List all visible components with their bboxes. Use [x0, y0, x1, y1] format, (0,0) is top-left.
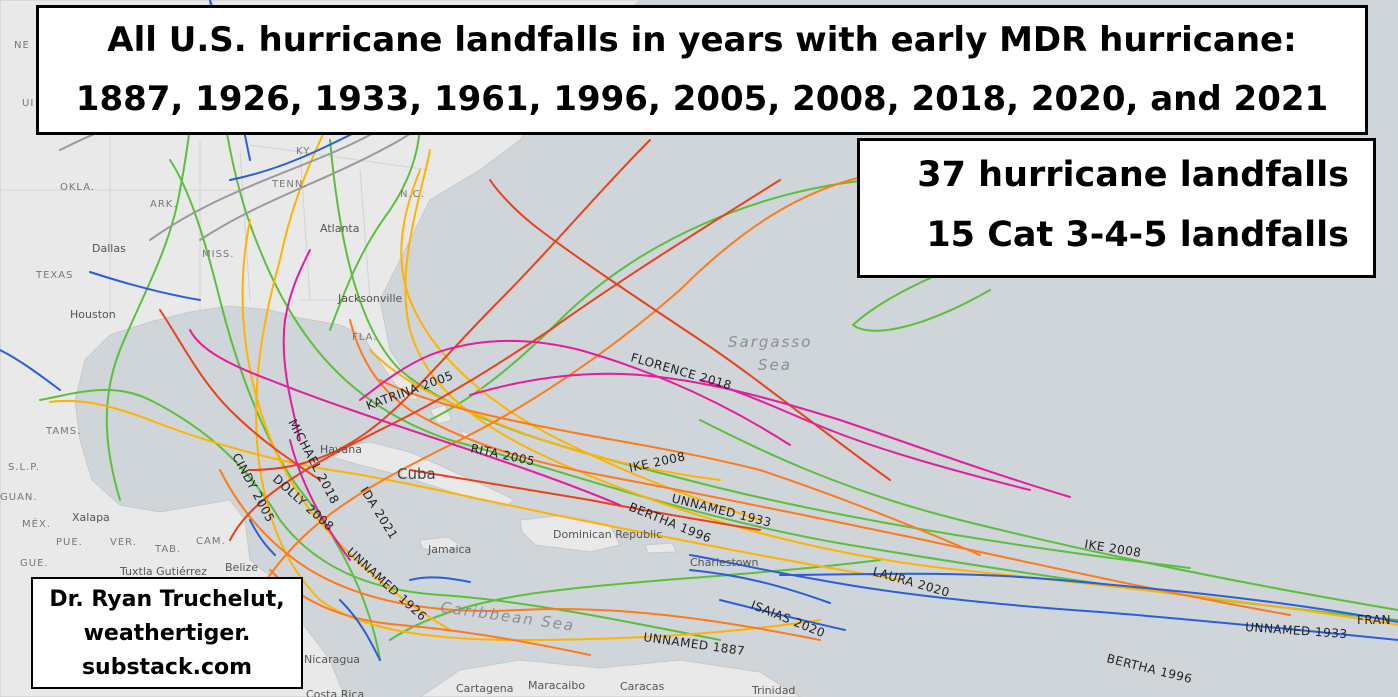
city-label: Jacksonville: [337, 292, 403, 305]
city-label: Dallas: [92, 242, 126, 255]
track-segment: [249, 139, 651, 471]
credit-line-3: substack.com: [81, 655, 253, 680]
city-label: Houston: [70, 308, 116, 321]
track-segment: [209, 0, 1398, 621]
title-line-1: All U.S. hurricane landfalls in years wi…: [107, 20, 1297, 60]
track-segment: [169, 159, 381, 661]
state-label: TAB.: [154, 544, 181, 555]
city-label: Xalapa: [72, 511, 110, 524]
track-segment: [289, 439, 351, 561]
hispaniola-land: [519, 514, 621, 553]
state-label: CAM.: [196, 536, 226, 547]
city-label: Dominican Republic: [553, 528, 662, 541]
city-label: Atlanta: [320, 222, 359, 235]
track-segment: [159, 309, 321, 481]
author-credit: Dr. Ryan Truchelut, weathertiger. substa…: [31, 577, 303, 689]
track-segment: [779, 572, 1398, 623]
track-segment: [189, 329, 621, 506]
track-segment: [689, 569, 846, 631]
city-label: Caracas: [620, 680, 664, 693]
credit-line-1: Dr. Ryan Truchelut,: [49, 587, 285, 612]
puerto-rico-land: [644, 542, 677, 554]
state-label: ARK.: [150, 199, 178, 210]
state-label: OKLA.: [60, 182, 95, 193]
city-label: Costa Rica: [306, 688, 364, 697]
track-segment: [282, 249, 311, 441]
credit-line-2: weathertiger.: [83, 621, 251, 646]
stats-box: 37 hurricane landfalls 15 Cat 3-4-5 land…: [857, 138, 1376, 278]
track-segment: [349, 319, 1291, 616]
sea-label: Sea: [758, 356, 792, 374]
state-label: MISS.: [202, 249, 234, 260]
track-segment: [255, 119, 821, 641]
title-box: All U.S. hurricane landfalls in years wi…: [36, 5, 1368, 135]
title-line-2: 1887, 1926, 1933, 1961, 1996, 2005, 2008…: [75, 79, 1329, 119]
state-label: VER.: [110, 537, 137, 548]
hurricane-tracks: [0, 0, 1398, 661]
track-segment: [699, 379, 1031, 491]
city-label: Trinidad: [751, 684, 795, 697]
track-segment: [329, 119, 421, 331]
track-segment: [689, 554, 1398, 641]
state-label: GUAN.: [0, 492, 38, 503]
track-segment: [369, 349, 721, 481]
state-label: KY.: [296, 146, 312, 157]
city-label: Charlestown: [690, 556, 759, 569]
cuba-land: [329, 441, 517, 507]
state-label: S.L.P.: [8, 462, 40, 473]
track-segment: [229, 179, 781, 541]
track-segment: [469, 372, 1071, 498]
track-segment: [219, 469, 821, 641]
state-label: N.C.: [400, 189, 425, 200]
state-label: FLA.: [352, 332, 377, 343]
south-america-land: [419, 659, 801, 697]
city-label: Belize: [225, 561, 258, 574]
track-label: FRAN: [1357, 613, 1391, 627]
track-segment: [429, 179, 871, 421]
city-label: Cartagena: [456, 682, 513, 695]
track-segment: [699, 419, 1398, 611]
track-segment: [379, 379, 981, 556]
city-label: Jamaica: [427, 543, 471, 556]
city-label: Nicaragua: [304, 653, 360, 666]
land: [0, 0, 801, 697]
north-america-land: [0, 0, 641, 697]
track-segment: [339, 576, 471, 661]
track-segment: [489, 179, 891, 481]
state-label: TENN.: [271, 179, 308, 190]
track-segment: [409, 469, 761, 531]
track-segment: [404, 149, 1398, 626]
track-segment: [239, 174, 871, 641]
state-label: MÉX.: [22, 517, 51, 530]
city-label: Maracaibo: [528, 679, 585, 692]
state-label: TAMS.: [45, 426, 81, 437]
state-label: TEXAS: [35, 270, 73, 281]
state-label: NE: [14, 40, 30, 51]
state-label: PUE.: [56, 537, 83, 548]
state-label: UI: [22, 98, 34, 109]
hurricane-landfalls-count: 37 hurricane landfalls: [917, 155, 1349, 195]
track-segment: [359, 339, 791, 446]
major-landfalls-count: 15 Cat 3-4-5 landfalls: [926, 215, 1349, 255]
country-label: Cuba: [397, 465, 436, 483]
jamaica-land: [419, 536, 464, 553]
city-label: Havana: [320, 443, 362, 456]
sea-label: Sargasso: [728, 333, 812, 351]
city-label: Tuxtla Gutiérrez: [119, 565, 207, 578]
state-label: GUE.: [20, 558, 49, 569]
track-segment: [0, 349, 276, 556]
